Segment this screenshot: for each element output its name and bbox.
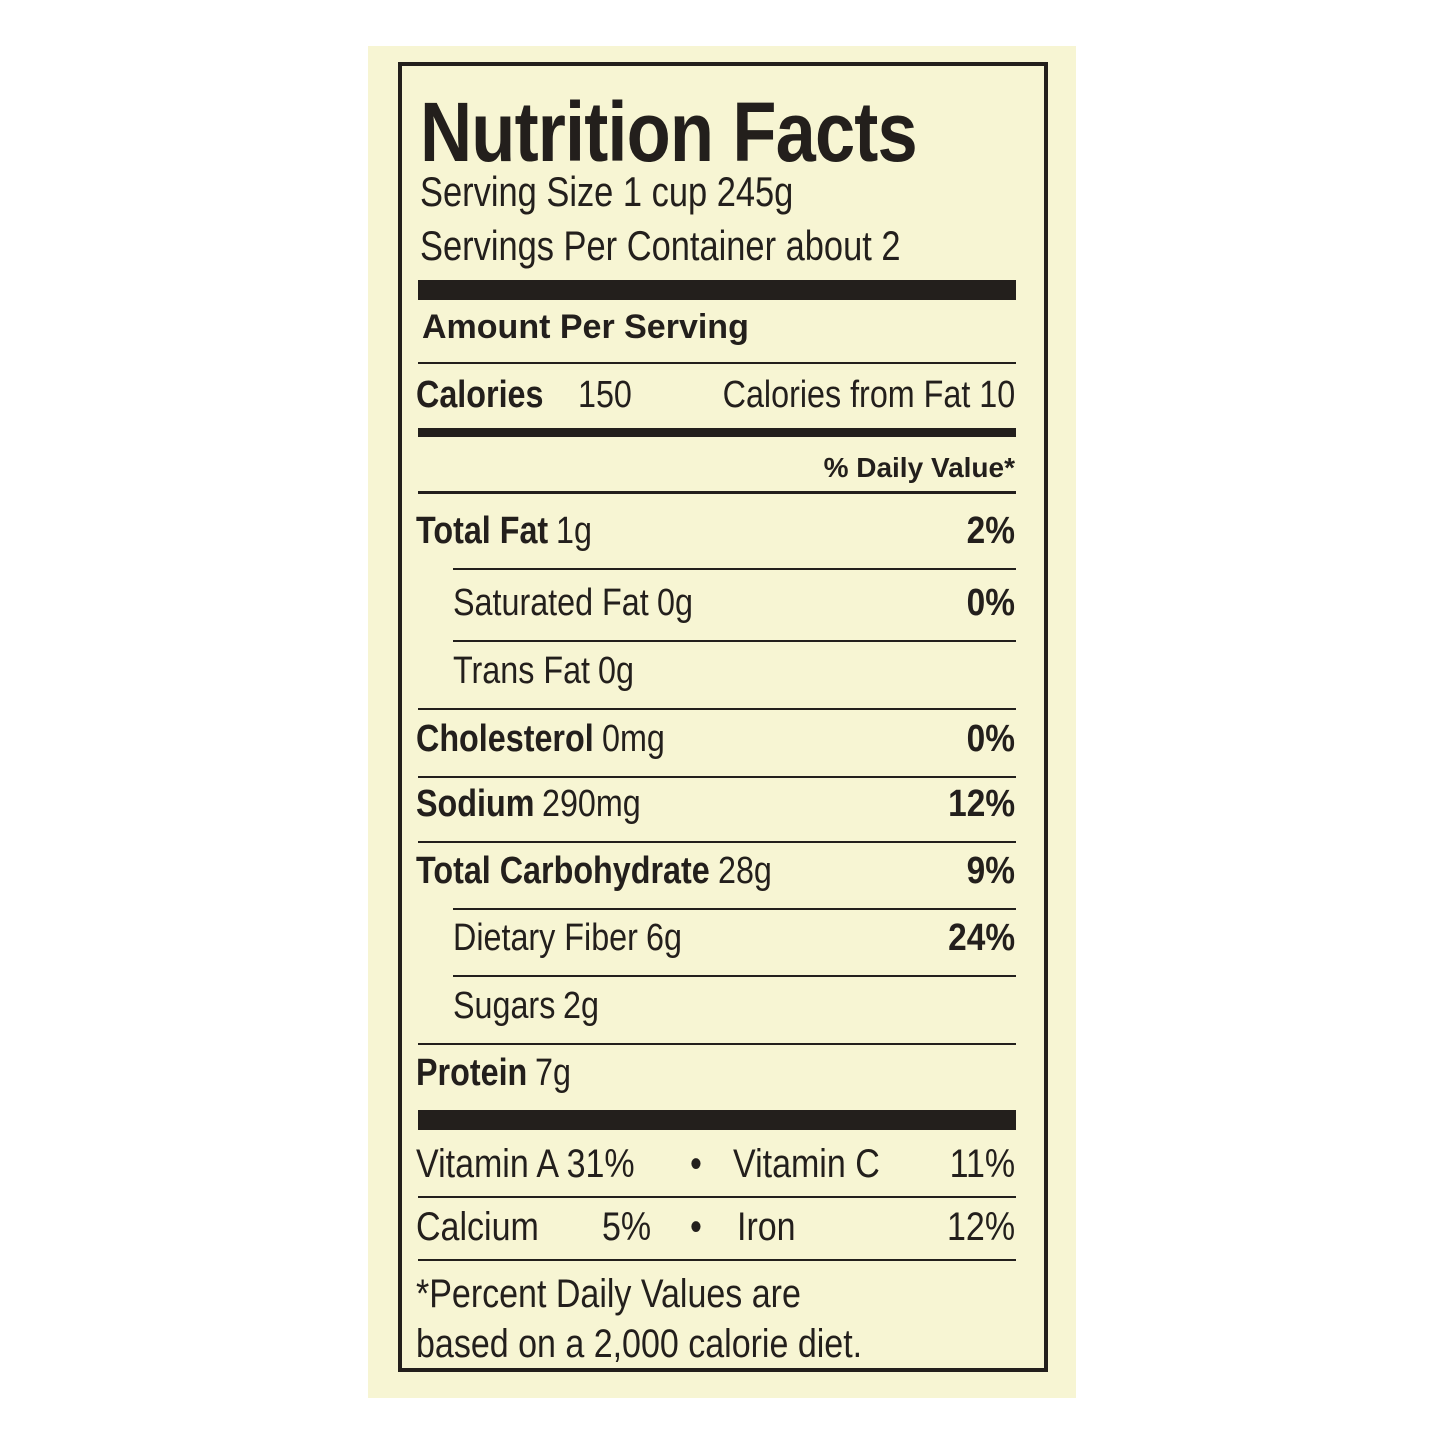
- divider: [418, 362, 1016, 364]
- nutrient-amount: 0g: [656, 582, 693, 624]
- divider-medium: [418, 428, 1016, 437]
- nutrient-name: Saturated Fat: [453, 582, 649, 624]
- divider-thick: [418, 1110, 1016, 1130]
- nutrient-daily-value: 2%: [966, 510, 1015, 552]
- iron: 12%: [946, 1205, 1015, 1249]
- nutrient-name: Protein: [416, 1052, 528, 1094]
- nutrient-name: Dietary Fiber: [453, 917, 638, 959]
- vitamin-c: 11%: [949, 1142, 1015, 1186]
- nutrient-daily-value: 0%: [966, 582, 1015, 624]
- nutrient-amount: 290mg: [542, 783, 642, 825]
- divider: [418, 1196, 1016, 1198]
- divider: [418, 1259, 1016, 1261]
- footnote-line-1: *Percent Daily Values are: [416, 1272, 801, 1316]
- serving-size: Serving Size 1 cup 245g: [420, 168, 794, 215]
- calories-from-fat: Calories from Fat 10: [722, 374, 1015, 416]
- divider: [418, 841, 1016, 843]
- nutrient-name: Total Carbohydrate: [416, 850, 710, 892]
- calcium-label: Calcium: [416, 1205, 539, 1249]
- nutrient-daily-value: 9%: [966, 850, 1015, 892]
- divider: [418, 491, 1016, 494]
- nutrient-daily-value: 0%: [966, 718, 1015, 760]
- bullet: •: [690, 1142, 702, 1186]
- nutrient-daily-value: 24%: [948, 917, 1015, 959]
- calcium: 5%: [602, 1205, 652, 1249]
- divider: [418, 776, 1016, 778]
- nutrient-name: Trans Fat: [453, 650, 591, 692]
- nutrient-amount: 1g: [556, 510, 593, 552]
- divider: [453, 568, 1016, 570]
- calories-label: Calories: [416, 374, 544, 416]
- vitamin-c-label: Vitamin C: [733, 1142, 880, 1186]
- vitamin-a: Vitamin A 31%: [416, 1142, 635, 1186]
- bullet: •: [690, 1205, 702, 1249]
- label-panel: [368, 46, 1076, 1398]
- divider: [418, 1043, 1016, 1045]
- amount-per-serving: Amount Per Serving: [422, 308, 749, 346]
- nutrient-amount: 0mg: [601, 718, 665, 760]
- servings-per-container: Servings Per Container about 2: [420, 222, 901, 269]
- daily-value-header: % Daily Value*: [823, 452, 1015, 483]
- divider: [453, 908, 1016, 910]
- nutrient-name: Total Fat: [416, 510, 549, 552]
- divider: [418, 708, 1016, 710]
- nutrition-facts-border: [398, 62, 1048, 1372]
- nutrient-amount: 2g: [563, 985, 600, 1027]
- nutrient-name: Sugars: [453, 985, 556, 1027]
- footnote-line-2: based on a 2,000 calorie diet.: [416, 1322, 863, 1366]
- nutrient-name: Sodium: [416, 783, 535, 825]
- nutrient-daily-value: 12%: [948, 783, 1015, 825]
- nutrient-amount: 0g: [598, 650, 634, 692]
- calories-value: 150: [578, 374, 632, 416]
- nutrient-amount: 7g: [535, 1052, 572, 1094]
- title: Nutrition Facts: [420, 85, 918, 179]
- divider-thick: [418, 280, 1016, 300]
- iron-label: Iron: [737, 1205, 796, 1249]
- nutrient-amount: 28g: [717, 850, 772, 892]
- divider: [453, 975, 1016, 977]
- divider: [453, 640, 1016, 642]
- nutrient-name: Cholesterol: [416, 718, 594, 760]
- nutrient-amount: 6g: [645, 917, 682, 959]
